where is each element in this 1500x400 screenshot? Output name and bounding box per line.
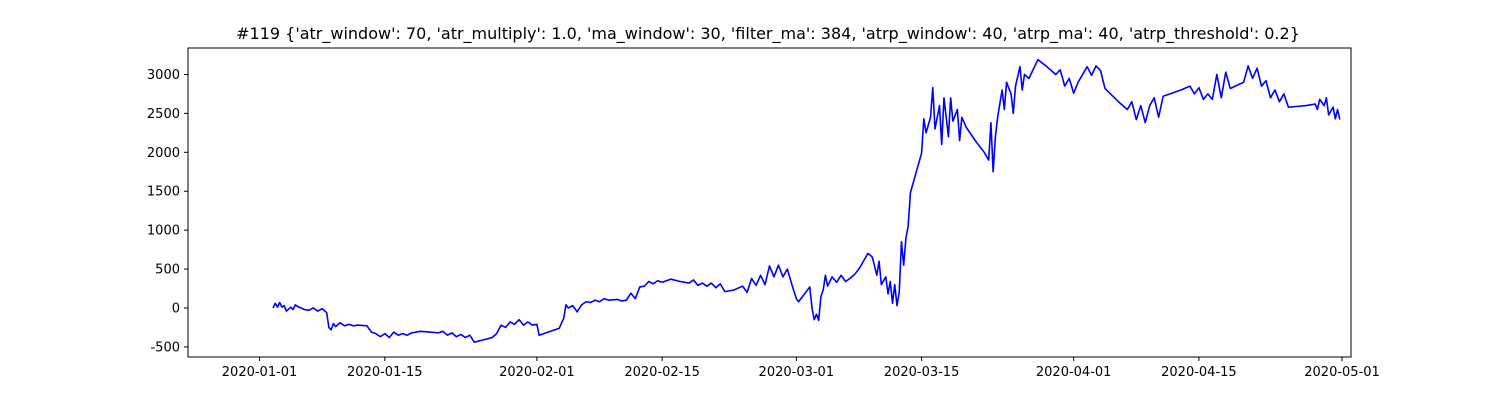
x-tick-label: 2020-04-15 — [1161, 365, 1237, 380]
x-tick-label: 2020-03-15 — [884, 365, 960, 380]
y-tick-label: 2000 — [147, 146, 180, 161]
axes-frame — [187, 47, 1352, 358]
y-tick-label: 0 — [172, 301, 180, 316]
x-tick-label: 2020-02-01 — [499, 365, 575, 380]
plot-area — [272, 58, 1341, 344]
x-tick-label: 2020-03-01 — [759, 365, 835, 380]
y-tick-label: 1500 — [147, 185, 180, 200]
y-tick-label: -500 — [150, 340, 180, 355]
x-tick-label: 2020-05-01 — [1304, 365, 1380, 380]
y-tick-label: 500 — [155, 263, 180, 278]
y-tick-label: 1000 — [147, 224, 180, 239]
axes: 2020-01-01 2020-01-15 2020-02-01 2020-02-15… — [147, 47, 1380, 380]
x-tick-label: 2020-04-01 — [1036, 365, 1112, 380]
y-tick-label: 2500 — [147, 107, 180, 122]
y-tick-label: 3000 — [147, 68, 180, 83]
series-line-1 — [272, 58, 1341, 344]
chart-title: #119 {'atr_window': 70, 'atr_multiply': … — [236, 24, 1300, 44]
x-tick-label: 2020-02-15 — [624, 365, 700, 380]
x-tick-label: 2020-01-15 — [347, 365, 423, 380]
x-tick-label: 2020-01-01 — [222, 365, 298, 380]
